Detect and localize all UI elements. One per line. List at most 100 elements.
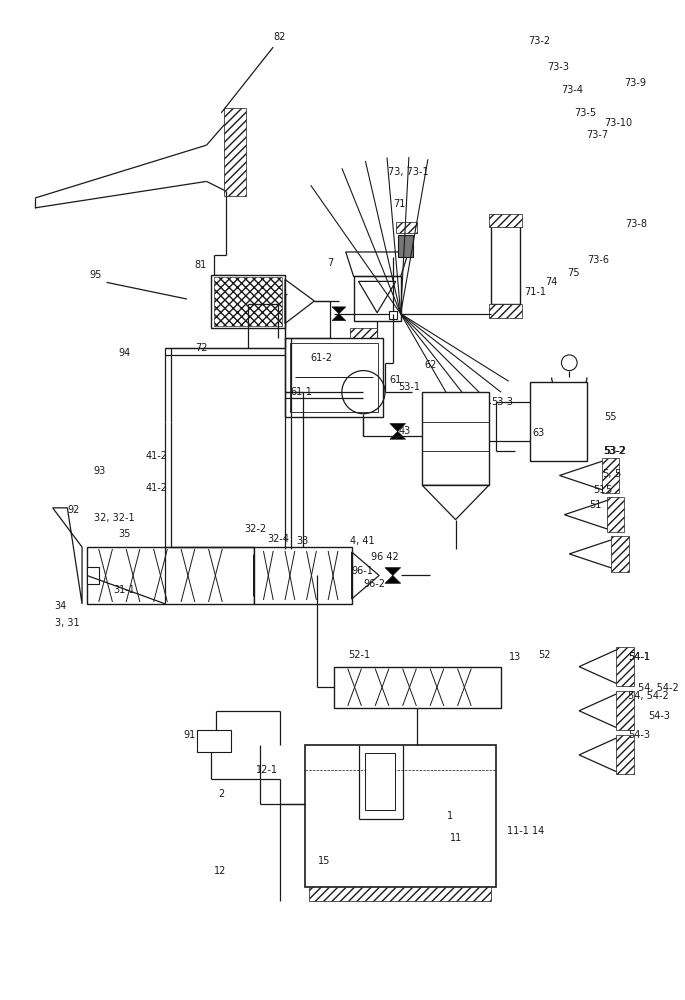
Bar [365, 753, 395, 810]
Bar [253, 547, 351, 604]
Text: 54-3: 54-3 [648, 711, 670, 721]
Text: 73-7: 73-7 [586, 130, 608, 140]
Text: 1: 1 [447, 811, 453, 821]
Text: 53-3: 53-3 [491, 397, 513, 407]
Text: 15: 15 [319, 856, 331, 866]
Text: 51: 51 [589, 500, 601, 510]
Text: 2: 2 [219, 789, 225, 799]
Text: 92: 92 [67, 505, 79, 515]
Text: 52: 52 [538, 650, 551, 660]
Bar [334, 667, 501, 708]
Bar [396, 222, 417, 233]
Text: 95: 95 [89, 270, 101, 280]
Text: 35: 35 [119, 529, 131, 539]
Text: 5: 5 [614, 469, 621, 479]
Text: 43: 43 [399, 426, 411, 436]
Bar [349, 328, 377, 342]
Text: 94: 94 [119, 348, 131, 358]
Bar [389, 311, 397, 319]
Bar [422, 392, 489, 485]
Bar [224, 108, 246, 196]
Text: 4, 41: 4, 41 [349, 536, 374, 546]
Text: 33: 33 [297, 536, 309, 546]
Polygon shape [332, 307, 346, 321]
Text: 54-3: 54-3 [628, 730, 650, 740]
Polygon shape [390, 424, 406, 439]
Bar [87, 547, 253, 604]
Text: 5,: 5, [603, 469, 612, 479]
Text: 96-1: 96-1 [351, 566, 373, 576]
Text: 34: 34 [55, 601, 67, 611]
Text: 13: 13 [508, 652, 521, 662]
Text: 54, 54-2: 54, 54-2 [638, 683, 679, 693]
Text: 7: 7 [327, 258, 334, 268]
Text: 73-9: 73-9 [624, 78, 646, 88]
Bar [606, 497, 624, 532]
Text: 53-1: 53-1 [398, 382, 420, 392]
Bar [310, 887, 491, 901]
Text: 96 42: 96 42 [371, 552, 399, 562]
Text: 53-2: 53-2 [603, 446, 625, 456]
Bar [197, 730, 231, 752]
Text: 32-2: 32-2 [244, 524, 266, 534]
Bar [214, 277, 282, 326]
Text: 73-5: 73-5 [574, 108, 597, 118]
Bar [530, 382, 587, 461]
Text: 51: 51 [593, 485, 605, 495]
Text: 73-3: 73-3 [547, 62, 569, 72]
Text: 55: 55 [605, 412, 617, 422]
Bar [305, 745, 496, 887]
Text: 52-1: 52-1 [348, 650, 370, 660]
Text: 54, 54-2: 54, 54-2 [628, 691, 669, 701]
Bar [616, 691, 634, 730]
Text: 32, 32-1: 32, 32-1 [94, 513, 134, 523]
Bar [491, 226, 521, 304]
Text: 73-6: 73-6 [587, 255, 609, 265]
Text: 61-1: 61-1 [290, 387, 312, 397]
Bar [489, 214, 522, 227]
Bar [87, 567, 99, 584]
Text: 31-1: 31-1 [114, 585, 136, 595]
Text: 62: 62 [424, 360, 436, 370]
Bar [290, 343, 378, 412]
Text: 73-8: 73-8 [625, 219, 647, 229]
Text: 54-1: 54-1 [628, 652, 650, 662]
Text: 72: 72 [195, 343, 208, 353]
Text: 75: 75 [567, 268, 580, 278]
Bar [489, 304, 522, 318]
Bar [616, 735, 634, 774]
Text: 81: 81 [195, 260, 207, 270]
Bar [353, 276, 401, 321]
Text: 32-4: 32-4 [267, 534, 289, 544]
Text: 53-2: 53-2 [603, 446, 625, 456]
Bar [285, 338, 383, 417]
Text: 12: 12 [214, 866, 227, 876]
Bar [601, 458, 619, 493]
Polygon shape [385, 568, 401, 583]
Text: 63: 63 [532, 428, 545, 438]
Text: 73, 73-1: 73, 73-1 [388, 167, 429, 177]
Text: 71-1: 71-1 [524, 287, 546, 297]
Text: 61: 61 [389, 375, 401, 385]
Text: 71: 71 [393, 199, 406, 209]
Text: 11-1 14: 11-1 14 [506, 826, 544, 836]
Text: 73-10: 73-10 [605, 118, 633, 128]
Bar [353, 343, 373, 365]
Text: 93: 93 [94, 466, 106, 476]
Text: 73-2: 73-2 [528, 36, 550, 46]
Text: 96-2: 96-2 [364, 579, 386, 589]
Polygon shape [295, 568, 310, 583]
Bar [612, 536, 629, 572]
Text: 5: 5 [606, 485, 612, 495]
Text: 12-1: 12-1 [256, 765, 277, 775]
Text: 91: 91 [183, 730, 195, 740]
Text: 74: 74 [545, 277, 557, 287]
Text: 41-2: 41-2 [146, 483, 168, 493]
Text: 41-2: 41-2 [146, 451, 168, 461]
Text: 53-2: 53-2 [605, 446, 627, 456]
Bar [398, 235, 414, 257]
Text: 82: 82 [273, 32, 286, 42]
Bar [616, 647, 634, 686]
Bar [212, 275, 285, 328]
Text: 73-4: 73-4 [562, 85, 584, 95]
